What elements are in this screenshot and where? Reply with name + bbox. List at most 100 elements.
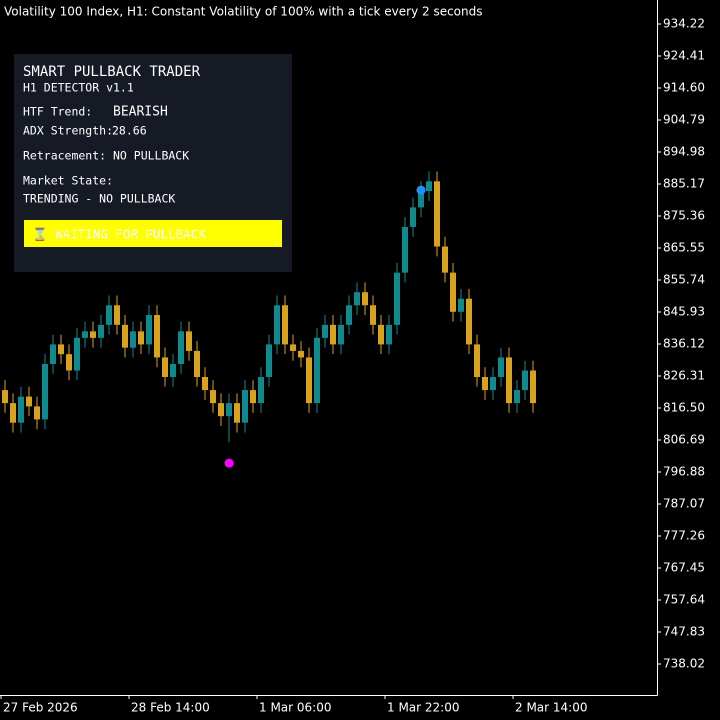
candle-body (458, 298, 464, 312)
y-tick-label: 894.98 (663, 145, 705, 159)
y-tick-label: 865.55 (663, 241, 705, 255)
adx-value: 28.66 (112, 124, 147, 138)
candle-body (250, 390, 256, 404)
candle-body (18, 396, 24, 423)
candle-body (522, 370, 528, 391)
x-tick-label: 28 Feb 14:00 (131, 701, 210, 715)
candle-body (290, 344, 296, 351)
signal-dot (224, 458, 234, 468)
y-tick-label: 777.26 (663, 529, 705, 543)
candle-body (482, 377, 488, 391)
retracement-label: Retracement: (23, 149, 106, 163)
candle-body (34, 406, 40, 420)
candle-body (490, 377, 496, 391)
y-tick-label: 934.22 (663, 17, 705, 31)
candle-body (314, 337, 320, 404)
candle-body (298, 350, 304, 358)
candle-body (146, 315, 152, 345)
x-tick-label: 1 Mar 06:00 (259, 701, 332, 715)
candle-body (218, 403, 224, 417)
x-tick-label: 2 Mar 14:00 (515, 701, 588, 715)
candle-body (242, 390, 248, 423)
y-tick-label: 924.41 (663, 49, 705, 63)
candle-body (10, 403, 16, 423)
candle-body (202, 377, 208, 391)
candle-body (74, 337, 80, 371)
candle-body (186, 331, 192, 351)
candle-body (162, 357, 168, 378)
y-tick-label: 845.93 (663, 305, 705, 319)
y-tick-label: 738.02 (663, 657, 705, 671)
candle-body (514, 390, 520, 404)
candle-body (58, 344, 64, 355)
candle-body (394, 272, 400, 325)
candle-body (450, 272, 456, 312)
y-tick-label: 875.36 (663, 209, 705, 223)
y-tick-label: 885.17 (663, 177, 705, 191)
retracement-value: NO PULLBACK (113, 149, 189, 163)
x-tick-label: 27 Feb 2026 (3, 701, 78, 715)
panel-title: SMART PULLBACK TRADER (23, 64, 201, 80)
y-tick-label: 855.74 (663, 273, 705, 287)
y-tick-label: 914.60 (663, 81, 705, 95)
candle-body (434, 181, 440, 247)
candle-body (258, 377, 264, 404)
y-tick-label: 806.69 (663, 433, 705, 447)
candle-body (66, 354, 72, 371)
y-tick-label: 747.83 (663, 625, 705, 639)
candle-body (2, 390, 8, 404)
candle-body (402, 226, 408, 273)
candle-body (50, 344, 56, 364)
candle-body (426, 181, 432, 192)
state-value: TRENDING - NO PULLBACK (23, 192, 175, 206)
candle-body (354, 292, 360, 306)
candle-body (82, 331, 88, 338)
candle-body (442, 246, 448, 273)
chart-title: Volatility 100 Index, H1: Constant Volat… (4, 5, 483, 19)
candle-body (410, 207, 416, 227)
candle-body (498, 357, 504, 378)
plot-area (2, 171, 536, 468)
info-panel: SMART PULLBACK TRADER H1 DETECTOR v1.1 H… (14, 54, 292, 272)
candle-body (474, 344, 480, 378)
y-tick-label: 787.07 (663, 497, 705, 511)
candle-body (122, 324, 128, 348)
state-label: Market State: (23, 174, 113, 188)
candle-body (282, 305, 288, 345)
signal-dot (416, 185, 426, 195)
status-button-label: ⌛ WAITING FOR PULLBACK (32, 227, 206, 242)
panel-subtitle: H1 DETECTOR v1.1 (23, 81, 134, 95)
candle-body (226, 403, 232, 417)
candle-body (346, 305, 352, 325)
candle-body (530, 370, 536, 404)
candle-body (466, 298, 472, 345)
candle-body (378, 324, 384, 345)
candle-body (386, 324, 392, 345)
candle-body (370, 305, 376, 325)
candle-body (266, 344, 272, 378)
candle-body (170, 363, 176, 378)
candle-body (194, 350, 200, 378)
y-tick-label: 904.79 (663, 113, 705, 127)
y-tick-label: 767.45 (663, 561, 705, 575)
y-tick-label: 816.50 (663, 401, 705, 415)
trend-label: HTF Trend: (23, 105, 92, 119)
trend-value: BEARISH (113, 105, 168, 120)
candle-body (26, 396, 32, 407)
candle-body (106, 305, 112, 325)
candle-body (418, 191, 424, 208)
candle-body (178, 331, 184, 364)
candle-body (42, 363, 48, 420)
y-tick-label: 757.64 (663, 593, 705, 607)
y-tick-label: 826.31 (663, 369, 705, 383)
candle-body (338, 324, 344, 345)
candle-body (306, 357, 312, 404)
candle-body (114, 305, 120, 325)
status-button (24, 220, 282, 247)
y-tick-label: 796.88 (663, 465, 705, 479)
y-tick-label: 836.12 (663, 337, 705, 351)
candle-body (330, 324, 336, 345)
candle-body (210, 390, 216, 404)
x-tick-label: 1 Mar 22:00 (387, 701, 460, 715)
